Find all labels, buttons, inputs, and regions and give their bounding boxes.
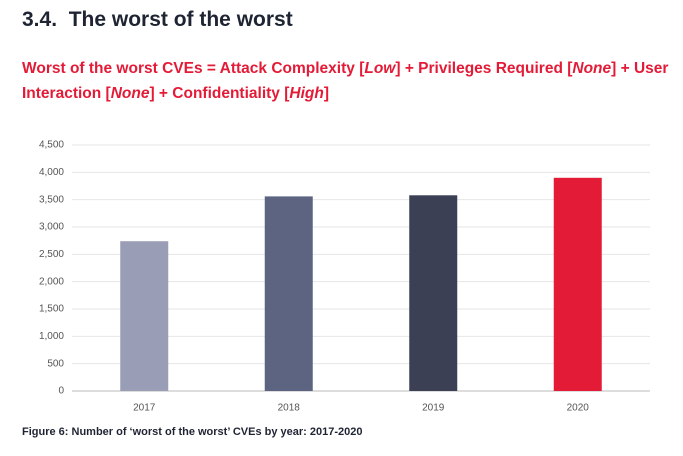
y-tick-label: 4,500 xyxy=(39,140,64,151)
y-tick-label: 4,000 xyxy=(39,167,64,178)
subtitle: Worst of the worst CVEs = Attack Complex… xyxy=(22,56,672,106)
subtitle-segment: None xyxy=(572,60,612,77)
subtitle-segment: ] + Confidentiality [ xyxy=(149,85,290,102)
bar xyxy=(264,196,313,391)
subtitle-segment: ] + User Interaction [ xyxy=(22,60,669,102)
y-tick-label: 2,000 xyxy=(39,276,64,287)
subtitle-segment: None xyxy=(110,85,150,102)
y-tick-label: 0 xyxy=(58,386,64,397)
y-tick-label: 1,500 xyxy=(39,304,64,315)
x-tick-label: 2019 xyxy=(422,403,445,414)
heading: 3.4. The worst of the worst xyxy=(22,8,293,31)
caption: Figure 6: Number of ‘worst of the worst’… xyxy=(22,426,363,438)
subtitle-segment: ] + Privileges Required [ xyxy=(395,60,573,77)
y-tick-label: 2,500 xyxy=(39,249,64,260)
y-tick-label: 500 xyxy=(47,358,64,369)
x-tick-label: 2020 xyxy=(567,403,590,414)
subtitle-segment: Worst of the worst CVEs = Attack Complex… xyxy=(22,60,365,77)
chart: 0 500 1,000 1,500 2,000 2,500 3,000 3,500 4,000 4… xyxy=(39,140,650,414)
subtitle-segment: ] xyxy=(323,85,329,102)
bar xyxy=(553,177,602,391)
x-tick-label: 2017 xyxy=(133,403,156,414)
y-tick-label: 3,500 xyxy=(39,194,64,205)
y-tick-label: 1,000 xyxy=(39,331,64,342)
y-tick-label: 3,000 xyxy=(39,222,64,233)
bar xyxy=(120,241,169,391)
subtitle-segment: High xyxy=(289,85,324,102)
x-tick-label: 2018 xyxy=(278,403,301,414)
bar xyxy=(409,195,458,391)
subtitle-segment: Low xyxy=(364,60,396,77)
